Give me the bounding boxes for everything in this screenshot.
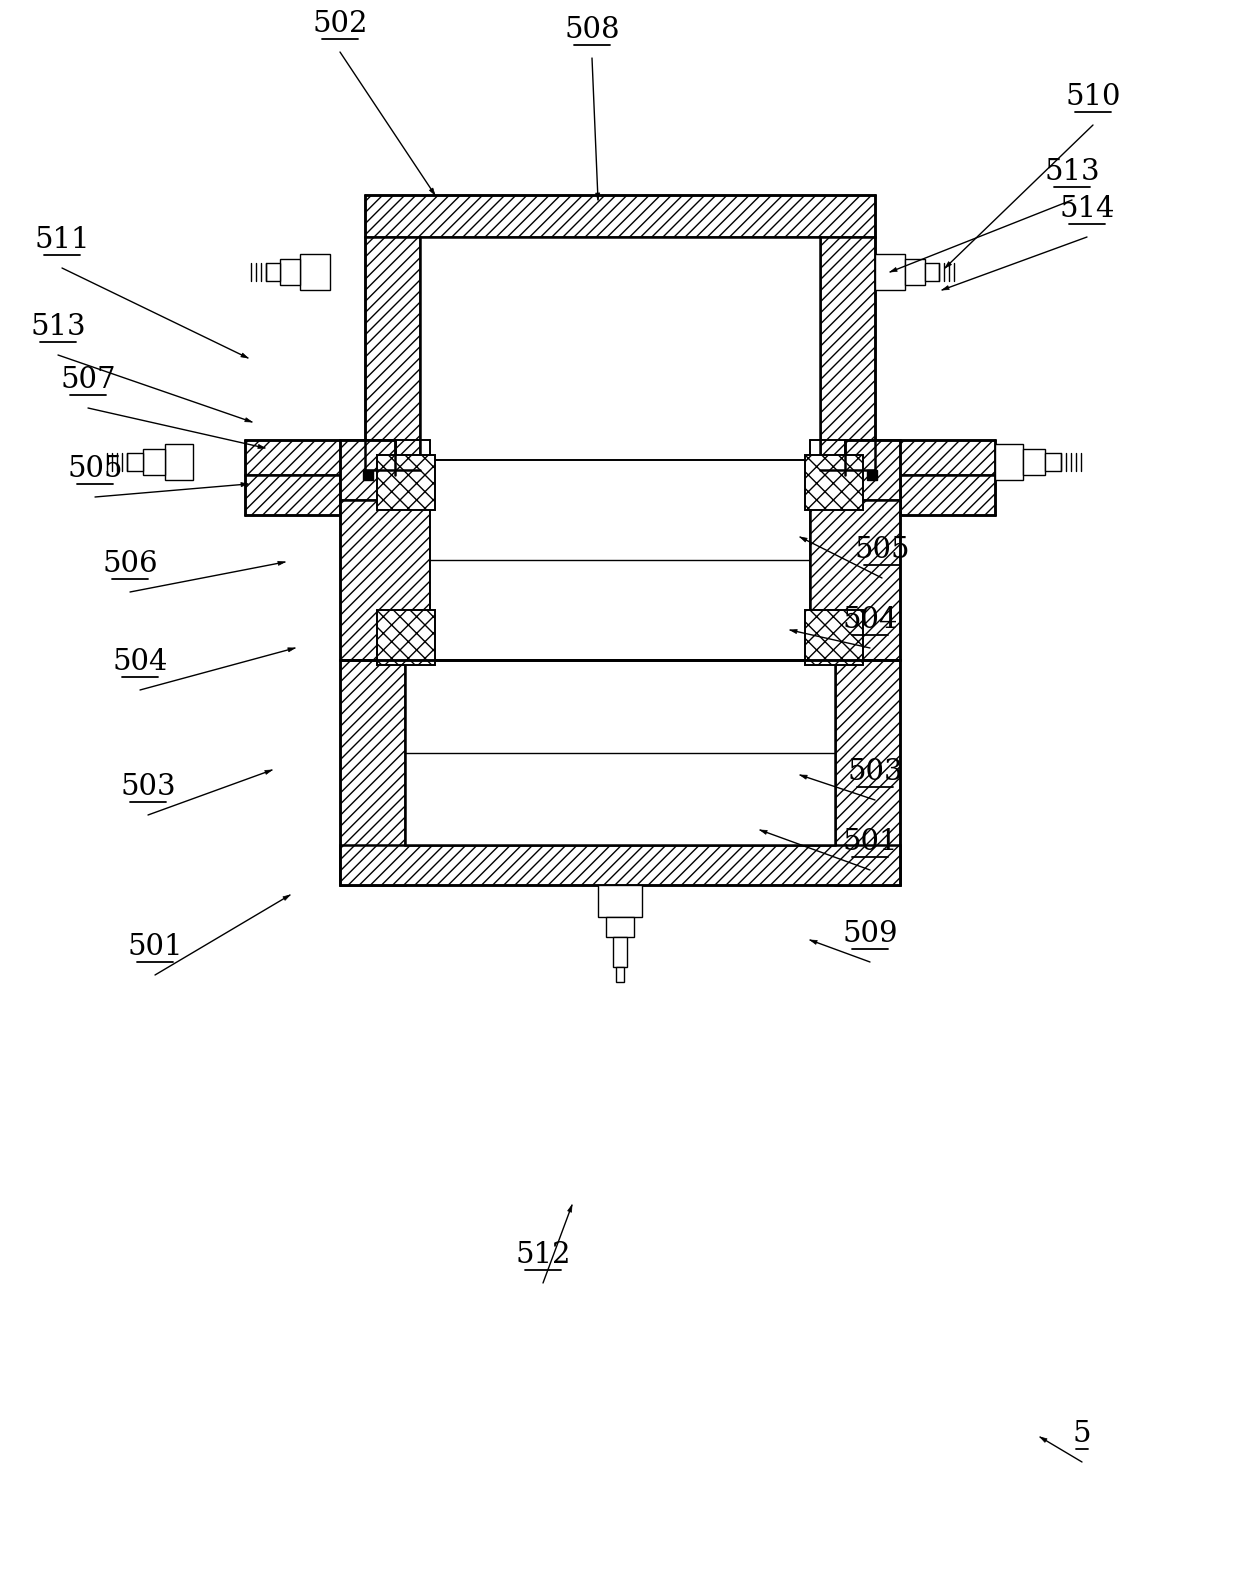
Polygon shape xyxy=(300,255,330,290)
Polygon shape xyxy=(890,267,898,272)
Polygon shape xyxy=(246,474,340,514)
Polygon shape xyxy=(606,917,634,938)
Polygon shape xyxy=(264,771,272,774)
Text: 505: 505 xyxy=(854,537,910,564)
Polygon shape xyxy=(568,1205,572,1212)
Polygon shape xyxy=(258,444,265,449)
Polygon shape xyxy=(365,194,875,237)
Polygon shape xyxy=(143,449,165,474)
Text: 505: 505 xyxy=(67,455,123,482)
Polygon shape xyxy=(805,610,863,665)
Text: 508: 508 xyxy=(564,16,620,45)
Polygon shape xyxy=(430,460,810,661)
Text: 513: 513 xyxy=(1044,158,1100,186)
Text: 501: 501 xyxy=(842,828,898,856)
Polygon shape xyxy=(844,439,994,474)
Polygon shape xyxy=(340,500,430,661)
Polygon shape xyxy=(805,455,863,509)
Polygon shape xyxy=(280,259,300,285)
Polygon shape xyxy=(165,444,193,481)
Text: 506: 506 xyxy=(102,549,157,578)
Polygon shape xyxy=(875,255,905,290)
Polygon shape xyxy=(288,648,295,651)
Polygon shape xyxy=(925,263,939,282)
Polygon shape xyxy=(994,444,1023,481)
Polygon shape xyxy=(790,629,797,634)
Text: 504: 504 xyxy=(842,607,898,634)
Polygon shape xyxy=(241,482,248,487)
Polygon shape xyxy=(800,537,807,541)
Polygon shape xyxy=(945,261,951,267)
Polygon shape xyxy=(126,454,143,471)
Polygon shape xyxy=(377,455,435,509)
Polygon shape xyxy=(595,193,600,201)
Polygon shape xyxy=(810,500,900,661)
Polygon shape xyxy=(267,263,280,282)
Polygon shape xyxy=(1040,1438,1047,1442)
Text: 502: 502 xyxy=(312,10,368,38)
Polygon shape xyxy=(942,285,950,290)
Polygon shape xyxy=(278,562,285,565)
Text: 503: 503 xyxy=(847,758,903,786)
Polygon shape xyxy=(363,470,373,481)
Polygon shape xyxy=(800,775,807,778)
Polygon shape xyxy=(340,845,900,885)
Polygon shape xyxy=(340,661,405,885)
Text: 511: 511 xyxy=(35,226,89,255)
Text: 510: 510 xyxy=(1065,83,1121,111)
Text: 501: 501 xyxy=(128,933,182,962)
Polygon shape xyxy=(820,237,875,470)
Polygon shape xyxy=(429,188,435,194)
Text: 507: 507 xyxy=(61,366,115,393)
Text: 513: 513 xyxy=(30,314,86,341)
Text: 509: 509 xyxy=(842,920,898,947)
Polygon shape xyxy=(283,895,290,901)
Polygon shape xyxy=(405,661,835,845)
Polygon shape xyxy=(1023,449,1045,474)
Polygon shape xyxy=(598,885,642,917)
Text: 514: 514 xyxy=(1059,194,1115,223)
Text: 5: 5 xyxy=(1073,1420,1091,1449)
Text: 512: 512 xyxy=(516,1242,570,1269)
Polygon shape xyxy=(340,439,396,500)
Polygon shape xyxy=(616,966,624,982)
Text: 503: 503 xyxy=(120,774,176,801)
Text: 504: 504 xyxy=(113,648,167,677)
Polygon shape xyxy=(1045,454,1061,471)
Polygon shape xyxy=(760,829,768,834)
Polygon shape xyxy=(810,939,817,944)
Polygon shape xyxy=(613,938,627,966)
Polygon shape xyxy=(377,610,435,665)
Polygon shape xyxy=(900,474,994,514)
Polygon shape xyxy=(835,661,900,885)
Polygon shape xyxy=(365,237,420,470)
Polygon shape xyxy=(844,439,900,500)
Polygon shape xyxy=(246,439,396,474)
Polygon shape xyxy=(905,259,925,285)
Polygon shape xyxy=(244,417,252,422)
Polygon shape xyxy=(241,353,248,358)
Polygon shape xyxy=(867,470,877,481)
Polygon shape xyxy=(420,237,820,470)
